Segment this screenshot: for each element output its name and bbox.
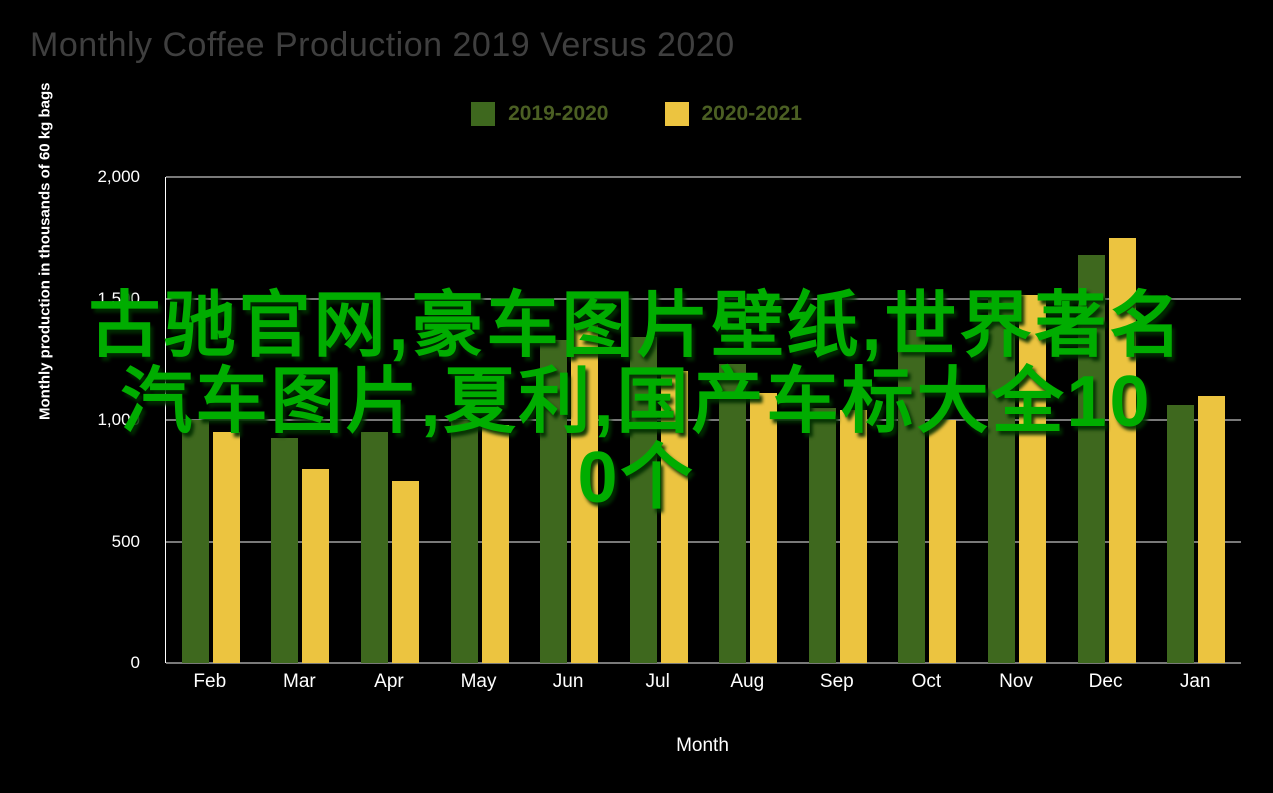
bar-group: [972, 177, 1062, 663]
gridline: [166, 419, 1241, 421]
x-tick-label: Oct: [911, 671, 942, 692]
gridline: [166, 298, 1241, 299]
x-tick-label: Feb: [193, 671, 227, 692]
bar-2020-2021: [1108, 237, 1136, 663]
legend-label: 2019-2020: [508, 102, 609, 125]
bar-2019-2020: [271, 438, 299, 663]
legend-item-2020-2021: 2020-2021: [664, 102, 802, 126]
bar-group: [793, 177, 883, 663]
y-tick-label: 1,000: [97, 410, 140, 429]
legend-swatch-green: [471, 102, 496, 126]
x-tick-label: Jul: [645, 671, 670, 692]
bar-2020-2021: [1198, 395, 1226, 663]
gridline: [166, 176, 1241, 178]
x-tick-label: Sep: [819, 671, 854, 692]
bar-2020-2021: [839, 410, 867, 663]
bar-2020-2021: [302, 468, 330, 663]
watermark-line-3: 0个: [577, 438, 696, 518]
bar-2020-2021: [212, 432, 240, 663]
bar-2020-2021: [1018, 294, 1046, 663]
x-tick-label: Jan: [1179, 671, 1211, 692]
x-tick-labels: Feb Mar Apr May Jun Jul Aug Sep Oct Nov Dec Jan: [165, 671, 1240, 693]
bar-group: [256, 177, 346, 663]
bar-2020-2021: [660, 371, 688, 663]
bar-2019-2020: [629, 337, 657, 663]
legend-label: 2020-2021: [701, 102, 802, 125]
bar-2020-2021: [929, 420, 957, 663]
bar-2019-2020: [898, 330, 926, 663]
x-tick-label: Apr: [374, 671, 404, 692]
bar-2019-2020: [987, 294, 1015, 663]
y-tick-label: 1,500: [97, 288, 140, 308]
gridline: [166, 541, 1241, 542]
bar-2019-2020: [450, 420, 478, 663]
legend-swatch-yellow: [664, 102, 689, 126]
x-tick-label: Mar: [283, 671, 316, 692]
bar-group: [1151, 177, 1241, 663]
bar-2019-2020: [808, 407, 836, 663]
x-tick-label: Aug: [730, 671, 765, 692]
y-axis-ticks: 0 500 1,000 1,500 2,000: [0, 167, 152, 672]
x-tick-label: Dec: [1088, 671, 1123, 692]
x-tick-label: May: [460, 671, 497, 692]
bar-group: [345, 177, 435, 663]
bar-2020-2021: [481, 424, 509, 663]
watermark-text: 古驰官网,豪车图片壁纸,世界著名 汽车图片,夏利,国产车标大全10 0个: [0, 288, 1273, 516]
x-tick-label: Jun: [552, 671, 584, 692]
chart-title: Monthly Coffee Production 2019 Versus 20…: [30, 26, 735, 64]
y-tick-label: 2,000: [97, 167, 140, 186]
bar-group: [883, 177, 973, 663]
legend: 2019-2020 2020-2021: [0, 102, 1273, 126]
y-tick-label: 0: [130, 653, 140, 672]
legend-item-2019-2020: 2019-2020: [471, 102, 609, 126]
bar-group: [1062, 177, 1152, 663]
bar-group: [614, 177, 704, 663]
bar-2019-2020: [540, 339, 568, 663]
bar-2020-2021: [571, 325, 599, 663]
bar-2019-2020: [360, 432, 388, 663]
watermark-line-1: 古驰官网,豪车图片壁纸,世界著名: [88, 286, 1185, 366]
bar-2019-2020: [1077, 254, 1105, 663]
bar-group: [435, 177, 525, 663]
bar-2020-2021: [391, 480, 419, 663]
bar-2019-2020: [181, 420, 209, 663]
bar-2020-2021: [750, 393, 778, 663]
bar-2019-2020: [1167, 405, 1195, 663]
bar-groups: [166, 177, 1241, 663]
gridline: [166, 662, 1241, 664]
gridlines: [166, 176, 1241, 664]
x-tick-label: Nov: [999, 671, 1033, 692]
plot-area: [165, 176, 1241, 664]
x-axis-title: Month: [676, 735, 729, 756]
watermark-line-2: 汽车图片,夏利,国产车标大全10: [120, 362, 1153, 442]
y-tick-label: 500: [111, 531, 140, 551]
bar-2019-2020: [719, 364, 747, 663]
bar-group: [166, 177, 256, 663]
bar-group: [524, 177, 614, 663]
bar-group: [703, 177, 793, 663]
